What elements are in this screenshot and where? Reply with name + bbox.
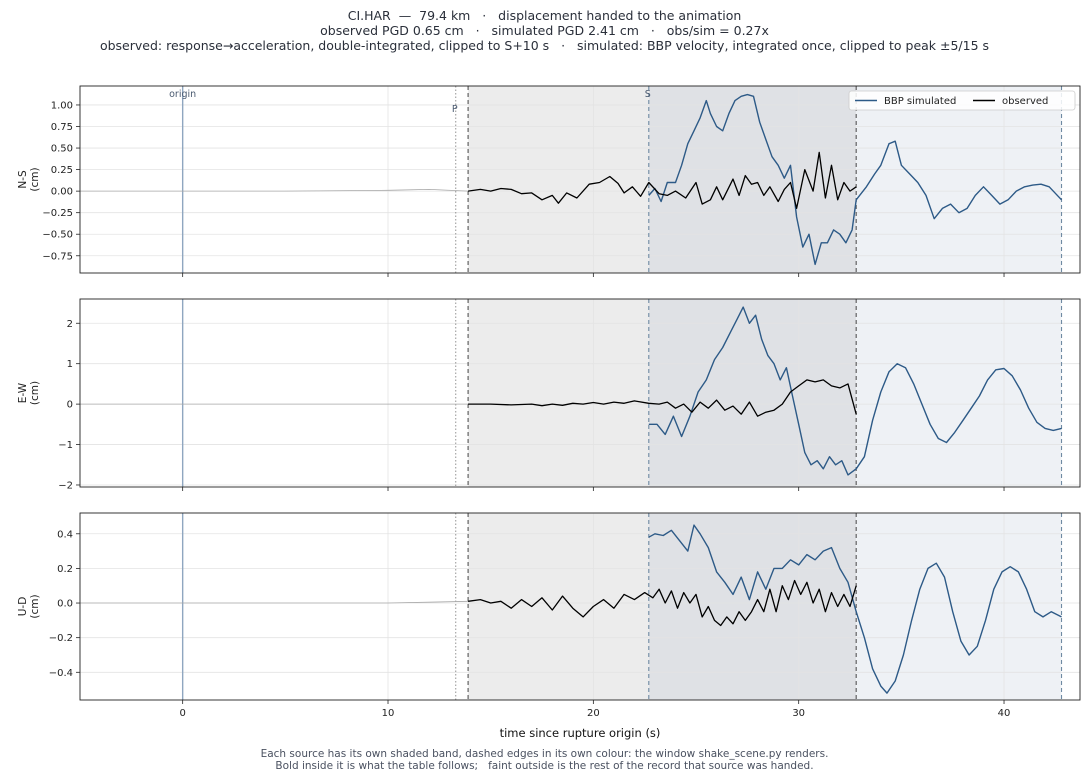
y-tick-label: 0.4 <box>57 529 73 540</box>
observed-series-line <box>468 579 857 627</box>
y-axis-component: U-D <box>17 597 29 617</box>
panel-frame <box>79 85 1081 274</box>
x-tick-label: 30 <box>792 708 805 719</box>
s-marker-label: S <box>645 89 651 100</box>
p-marker-label: P <box>452 104 458 115</box>
chart-footnote: Each source has its own shaded band, das… <box>0 748 1089 772</box>
overlap-window-band <box>648 86 857 273</box>
y-tick-label: 0.00 <box>51 187 73 198</box>
y-tick-label: 0.25 <box>51 165 73 176</box>
footnote-line-1: Each source has its own shaded band, das… <box>260 748 829 760</box>
observed-window-band <box>468 513 649 700</box>
panel-n-s: 1.00 0.75 0.50 0.25 0.00 −0.25 −0.50 −0.75 N-S (c… <box>17 85 1081 277</box>
pre-window-trace <box>80 188 469 192</box>
panel-u-d: 0.4 0.2 0.0 −0.2 −0.4 0 10 20 30 40 U-D (cm) <box>17 512 1081 719</box>
observed-series-line <box>468 151 857 210</box>
overlap-window-band <box>648 513 857 700</box>
origin-marker-label: origin <box>169 89 196 100</box>
y-axis-label: N-S (cm) <box>17 167 41 191</box>
observed-series-line <box>468 379 857 417</box>
panel-frame <box>79 512 1081 701</box>
chart-subtitle-processing: observed: response→acceleration, double-… <box>99 38 990 53</box>
y-axis-unit: (cm) <box>29 381 41 405</box>
y-tick-label: 0.2 <box>57 564 73 575</box>
y-axis-label: U-D (cm) <box>17 594 41 618</box>
x-tick-label: 10 <box>382 708 395 719</box>
simulated-series-line <box>648 93 1063 266</box>
legend-label-observed: observed <box>1002 96 1048 107</box>
y-tick-label: −0.4 <box>49 668 73 679</box>
simulated-window-band <box>856 299 1062 487</box>
legend-box <box>848 90 1076 111</box>
y-tick-label: 2 <box>67 319 73 330</box>
observed-window-band <box>468 86 649 273</box>
y-axis-unit: (cm) <box>29 594 41 618</box>
pre-window-trace <box>80 600 469 604</box>
y-tick-label: −2 <box>58 480 73 491</box>
x-tick-label: 40 <box>998 708 1011 719</box>
x-axis-label: time since rupture origin (s) <box>500 726 661 740</box>
x-tick-label: 20 <box>587 708 600 719</box>
y-tick-label: 1.00 <box>51 100 73 111</box>
footnote-line-2: Bold inside it is what the table follows… <box>275 760 814 772</box>
simulated-window-band <box>856 513 1062 700</box>
panel-frame <box>79 298 1081 488</box>
y-tick-label: 1 <box>67 359 73 370</box>
y-tick-label: −0.50 <box>42 230 73 241</box>
y-tick-label: −1 <box>58 440 73 451</box>
y-tick-label: −0.25 <box>42 208 73 219</box>
y-tick-label: 0.75 <box>51 122 73 133</box>
y-axis-unit: (cm) <box>29 167 41 191</box>
y-tick-label: 0 <box>67 400 73 411</box>
chart-title: CI.HAR — 79.4 km · displacement handed t… <box>347 8 742 23</box>
panel-e-w: 2 1 0 −1 −2 E-W (cm) <box>17 298 1081 491</box>
legend-label-simulated: BBP simulated <box>884 96 956 107</box>
x-tick-label: 0 <box>179 708 185 719</box>
y-tick-label: 0.50 <box>51 144 73 155</box>
y-axis-component: N-S <box>17 170 29 189</box>
y-tick-label: 0.0 <box>57 599 73 610</box>
chart-title-block: CI.HAR — 79.4 km · displacement handed t… <box>0 8 1089 53</box>
y-axis-component: E-W <box>17 382 29 403</box>
y-axis-label: E-W (cm) <box>17 381 41 405</box>
observed-window-band <box>468 299 649 487</box>
y-tick-label: −0.75 <box>42 251 73 262</box>
y-tick-label: −0.2 <box>49 633 73 644</box>
legend: BBP simulated observed <box>848 90 1076 111</box>
simulated-series-line <box>648 306 1062 476</box>
overlap-window-band <box>648 299 857 487</box>
simulated-series-line <box>648 524 1062 694</box>
simulated-window-band <box>856 86 1062 273</box>
chart-subtitle-pgd: observed PGD 0.65 cm · simulated PGD 2.4… <box>320 23 769 38</box>
